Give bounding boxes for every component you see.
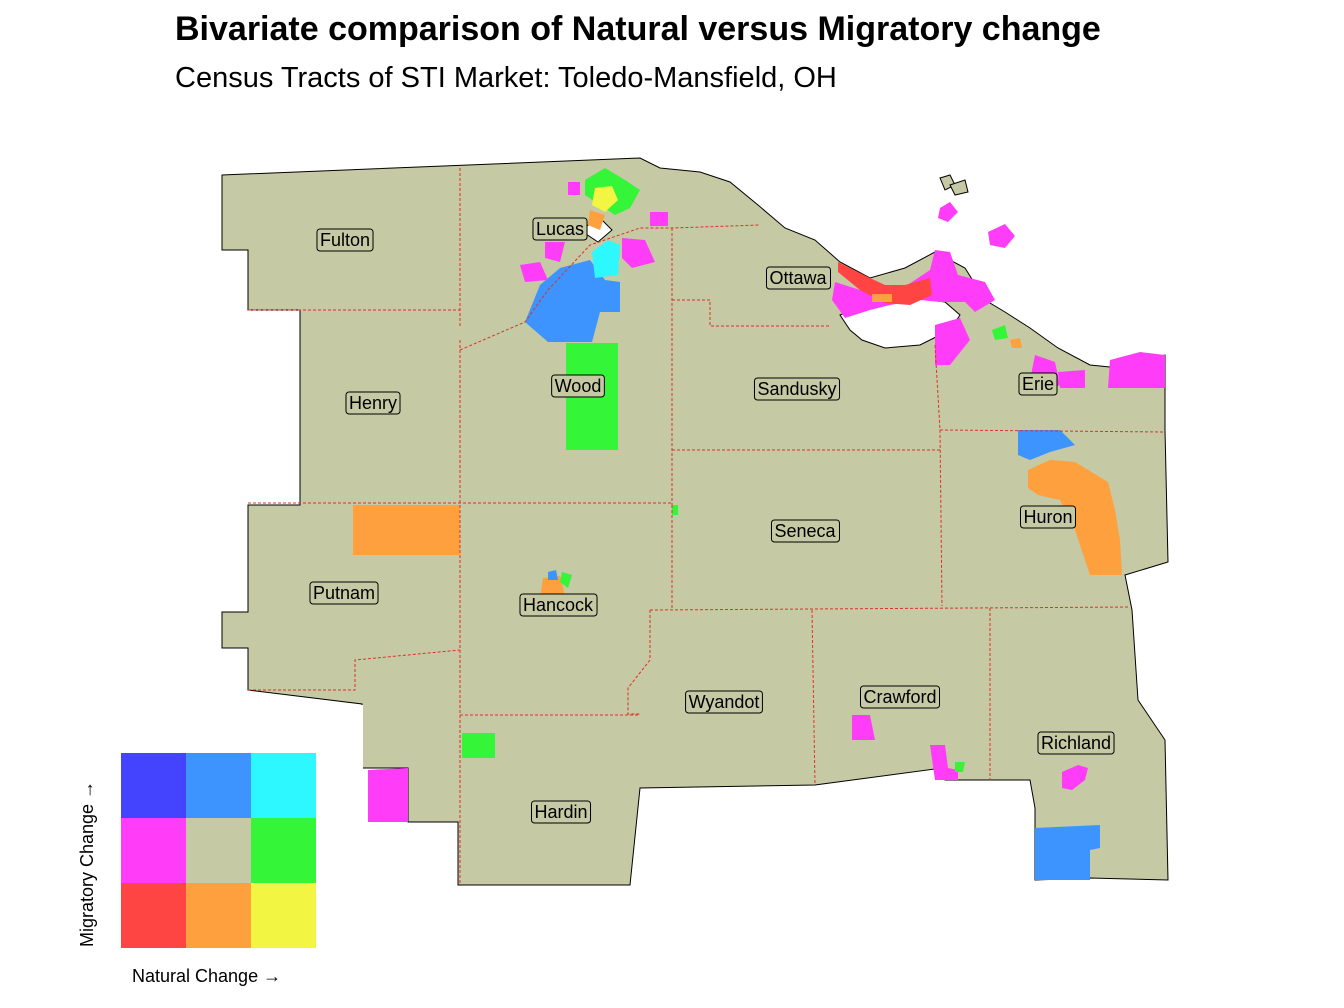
county-name: Hancock [523,595,594,615]
county-name: Putnam [313,583,375,603]
county-label-wood: Wood [551,374,605,398]
bivariate-legend [60,705,363,1008]
county-label-box [316,228,374,252]
legend-cell-mid-nat-low-mig [186,883,251,948]
county-label-box [309,581,379,605]
map-subtitle: Census Tracts of STI Market: Toledo-Mans… [175,62,837,94]
county-name: Wood [555,376,602,396]
county-label-box [685,690,763,714]
county-label-hardin: Hardin [530,800,592,824]
tract [462,733,495,758]
county-label-box [1019,505,1077,529]
county-label-box [770,519,841,543]
county-label-box [753,377,841,401]
tract [852,715,875,740]
county-name: Fulton [320,230,370,250]
county-label-crawford: Crawford [859,685,941,709]
tract [992,325,1008,340]
county-borders [248,168,1166,885]
tract [1108,352,1165,388]
tract [935,318,970,365]
county-labels: Fulton Lucas Ottawa Henry Wood Sandusky Erie Se… [309,217,1115,824]
county-label-box [532,217,588,241]
county-label-box [530,800,592,824]
county-label-box [859,685,941,709]
tract [368,768,408,822]
county-name: Crawford [863,687,936,707]
legend-cell-mid-nat-mid-mig [186,818,251,883]
county-label-box [519,593,598,617]
tract [1018,430,1075,460]
county-name: Sandusky [757,379,836,399]
legend-cell-mid-nat-high-mig [186,753,251,818]
county-label-box [1018,372,1058,396]
tract [592,186,618,212]
legend-x-axis-label: Natural Change → [132,966,282,986]
county-label-putnam: Putnam [309,581,379,605]
county-label-box [551,374,605,398]
county-name: Wyandot [689,692,760,712]
county-name: Hardin [534,802,587,822]
county-label-box [1037,731,1115,755]
tract [1010,338,1022,348]
county-border [672,299,830,327]
county-label-box [765,266,831,290]
county-border [248,649,461,691]
legend-cell-low-nat-low-mig [121,883,186,948]
tract [938,202,958,222]
tract [1062,765,1088,790]
legend-cell-high-nat-high-mig [251,753,316,818]
county-label-huron: Huron [1019,505,1077,529]
map-title: Bivariate comparison of Natural versus M… [175,10,1101,48]
county-label-hancock: Hancock [519,593,598,617]
tract [560,572,572,588]
tract [988,224,1015,248]
tract [838,262,932,305]
county-name: Ottawa [769,268,827,288]
tract [592,240,620,278]
tract [1035,825,1100,880]
county-label-fulton: Fulton [316,228,374,252]
county-label-sandusky: Sandusky [753,377,841,401]
tract [930,745,958,780]
county-border [627,610,651,715]
county-border [939,429,1166,433]
legend-cell-high-nat-low-mig [251,883,316,948]
tract [1058,370,1085,388]
tract [672,505,678,515]
tract [588,210,605,230]
county-label-seneca: Seneca [770,519,841,543]
county-label-erie: Erie [1018,372,1058,396]
tract [545,242,565,262]
tract [548,570,558,580]
county-name: Lucas [536,219,584,239]
tract [520,262,548,282]
county-label-ottawa: Ottawa [765,266,831,290]
tract [650,212,668,226]
tract [525,260,620,342]
county-name: Seneca [774,521,836,541]
tract [353,505,460,555]
county-label-lucas: Lucas [532,217,588,241]
county-label-henry: Henry [345,391,401,415]
tract [955,762,965,772]
county-label-wyandot: Wyandot [685,690,763,714]
kelleys-island [949,179,969,196]
legend-cell-high-nat-mid-mig [251,818,316,883]
county-label-richland: Richland [1037,731,1115,755]
county-border [811,609,816,786]
tract [568,182,580,195]
county-border [649,606,1131,611]
county-name: Erie [1022,374,1054,394]
county-name: Henry [349,393,397,413]
legend-y-axis-label: Migratory Change → [77,780,97,947]
tract [622,238,655,268]
county-name: Richland [1041,733,1111,753]
county-label-box [345,391,401,415]
tract [872,294,892,302]
legend-cell-low-nat-mid-mig [121,818,186,883]
county-name: Huron [1023,507,1072,527]
legend-cell-low-nat-high-mig [121,753,186,818]
